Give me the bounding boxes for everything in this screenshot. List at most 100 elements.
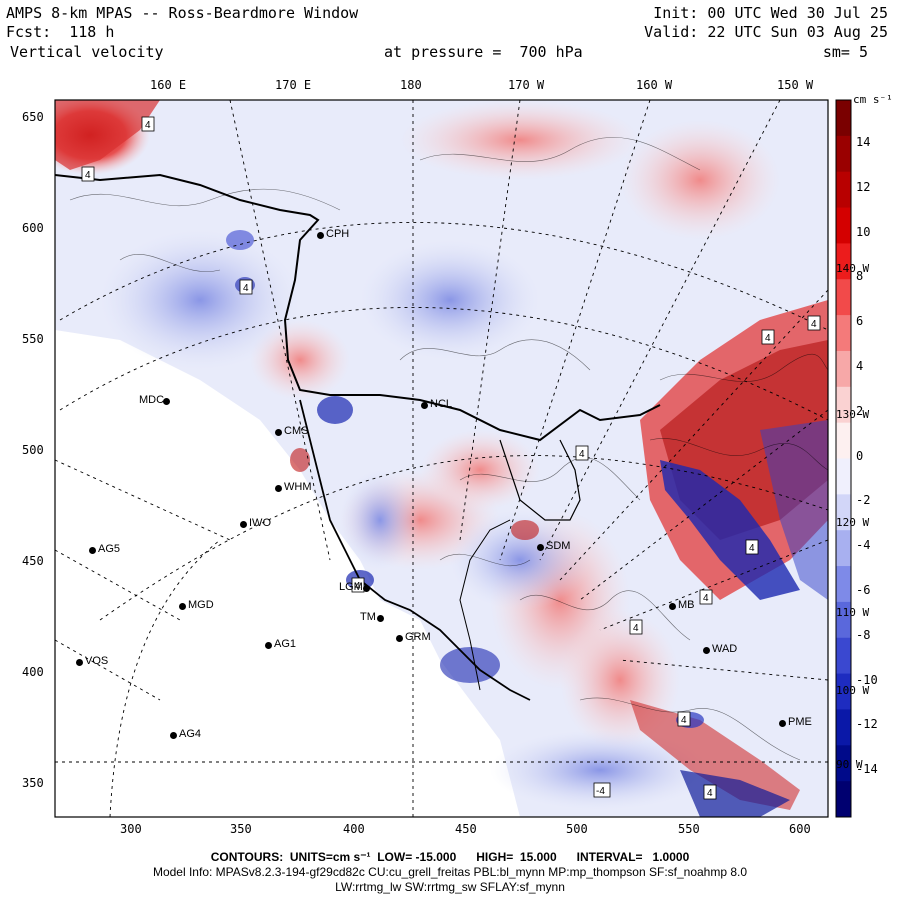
- x-tick-label: 450: [455, 822, 477, 836]
- top-longitude-label: 170 E: [275, 78, 312, 92]
- x-tick-label: 400: [343, 822, 365, 836]
- colorbar-label: 4: [856, 359, 864, 373]
- station-label-ag1: AG1: [274, 638, 297, 650]
- station-label-pme: PME: [788, 716, 812, 728]
- inner-longitude-label: 90 W: [836, 758, 863, 771]
- station-marker: [170, 732, 177, 739]
- y-tick-label: 450: [22, 554, 44, 568]
- top-longitude-label: 160 W: [636, 78, 673, 92]
- station-label-ag5: AG5: [98, 543, 121, 555]
- station-label-cms: CMS: [284, 425, 309, 437]
- station-marker: [275, 429, 282, 436]
- x-tick-label: 500: [566, 822, 588, 836]
- colorbar-swatch: [836, 422, 851, 459]
- y-tick-label: 350: [22, 776, 44, 790]
- colorbar-label: -2: [856, 493, 871, 508]
- contour-info: CONTOURS: UNITS=cm s⁻¹ LOW= -15.000 HIGH…: [210, 850, 690, 864]
- y-tick-label: 650: [22, 110, 44, 124]
- inner-longitude-label: 100 W: [836, 684, 870, 697]
- svg-text:4: 4: [355, 581, 361, 592]
- colorbar-swatch: [836, 171, 851, 209]
- svg-text:-4: -4: [596, 786, 605, 797]
- colorbar-swatch: [836, 135, 851, 173]
- svg-text:4: 4: [579, 449, 585, 460]
- station-label-tm: TM: [360, 611, 376, 623]
- y-tick-label: 550: [22, 332, 44, 346]
- station-marker: [396, 635, 403, 642]
- colorbar-swatch: [836, 458, 851, 495]
- x-tick-label: 600: [789, 822, 811, 836]
- colorbar-label: -12: [856, 717, 878, 732]
- station-label-whm: WHM: [284, 481, 312, 493]
- colorbar-swatch: [836, 709, 851, 746]
- colorbar-label: -4: [856, 538, 871, 553]
- valid-time: Valid: 22 UTC Sun 03 Aug 25: [644, 23, 888, 41]
- station-marker: [179, 603, 186, 610]
- inner-longitude-label: 140 W: [836, 262, 870, 275]
- svg-text:4: 4: [145, 120, 151, 131]
- colorbar-label: 2: [856, 403, 864, 418]
- pressure-level: at pressure = 700 hPa: [384, 43, 583, 61]
- colorbar-swatch: [836, 494, 851, 531]
- svg-text:4: 4: [707, 788, 713, 799]
- svg-text:4: 4: [633, 623, 639, 634]
- station-marker: [317, 232, 324, 239]
- svg-text:4: 4: [703, 593, 709, 604]
- model-info: Model Info: MPASv8.2.3-194-gf29cd82c CU:…: [152, 865, 748, 879]
- station-label-grm: GRM: [405, 631, 431, 643]
- forecast-hour: Fcst: 118 h: [6, 23, 115, 41]
- top-longitude-label: 150 W: [777, 78, 814, 92]
- svg-text:4: 4: [749, 543, 755, 554]
- colorbar-swatch: [836, 315, 851, 352]
- vertical-velocity-field: 4 4 4 4 4 4 4 4 4 -4 4 4 4: [55, 100, 828, 817]
- inner-longitude-label: 130 W: [836, 408, 870, 421]
- coastline: [55, 173, 661, 442]
- station-label-mgd: MGD: [188, 599, 214, 611]
- station-label-ncl: NCL: [430, 398, 453, 410]
- station-marker: [240, 521, 247, 528]
- colorbar-swatch: [836, 745, 851, 782]
- station-marker: [76, 659, 83, 666]
- colorbar-swatch: [836, 566, 851, 603]
- station-label-lgm: LGM: [339, 581, 363, 593]
- station-label-vos: VOS: [85, 655, 109, 667]
- top-longitude-label: 170 W: [508, 78, 545, 92]
- colorbar-label: 0: [856, 448, 864, 463]
- colorbar-label: 10: [856, 224, 871, 239]
- map-title: AMPS 8-km MPAS -- Ross-Beardmore Window: [6, 4, 359, 22]
- top-longitude-label: 180: [400, 78, 422, 92]
- station-marker: [275, 485, 282, 492]
- station-label-ag4: AG4: [179, 728, 202, 740]
- svg-text:4: 4: [85, 170, 91, 181]
- colorbar-swatch: [836, 100, 851, 137]
- x-tick-label: 350: [230, 822, 252, 836]
- colorbar-label: -10: [856, 672, 878, 687]
- colorbar-label: 12: [856, 179, 871, 194]
- field-name: Vertical velocity: [10, 43, 164, 61]
- colorbar: [836, 100, 851, 818]
- colorbar-swatch: [836, 637, 851, 675]
- station-label-mb: MB: [678, 599, 695, 611]
- y-tick-label: 500: [22, 443, 44, 457]
- x-tick-label: 550: [678, 822, 700, 836]
- svg-text:4: 4: [681, 715, 687, 726]
- station-marker: [265, 642, 272, 649]
- inner-longitude-label: 110 W: [836, 606, 870, 619]
- colorbar-label: -6: [856, 583, 871, 597]
- colorbar-swatch: [836, 530, 851, 567]
- x-tick-label: 300: [120, 822, 142, 836]
- inner-longitude-label: 120 W: [836, 516, 870, 529]
- colorbar-swatch: [836, 207, 851, 244]
- init-time: Init: 00 UTC Wed 30 Jul 25: [653, 4, 888, 22]
- station-marker: [377, 615, 384, 622]
- station-label-iwo: IWO: [249, 517, 271, 529]
- colorbar-label: 8: [856, 269, 864, 284]
- station-marker: [363, 585, 370, 592]
- station-label-mdc: MDC: [139, 394, 165, 406]
- station-marker: [89, 547, 96, 554]
- colorbar-swatch: [836, 673, 851, 710]
- top-longitude-label: 160 E: [150, 78, 187, 92]
- colorbar-units: cm s⁻¹: [853, 93, 893, 106]
- station-label-sdm: SDM: [546, 540, 571, 552]
